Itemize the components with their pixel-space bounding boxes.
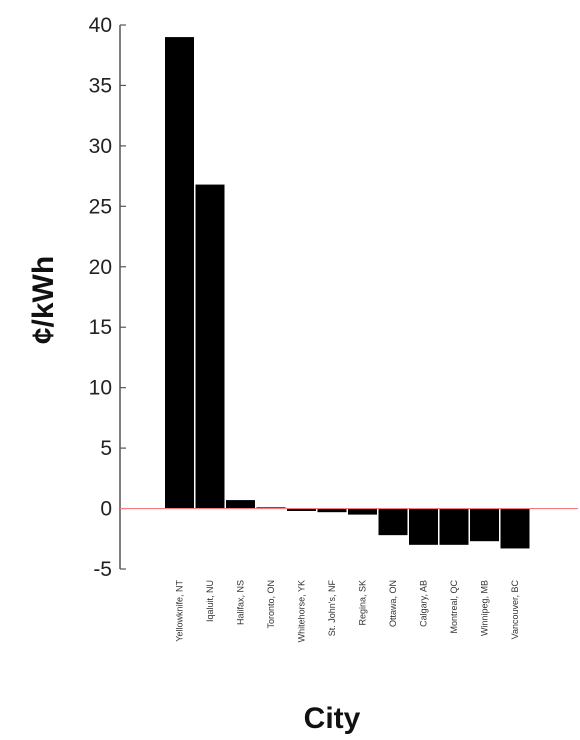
bar	[439, 508, 469, 545]
x-tick-label: Vancouver, BC	[510, 580, 520, 640]
y-tick-label: 40	[89, 14, 112, 37]
x-tick-label: Iqaluit, NU	[205, 580, 215, 622]
x-tick-label: Ottawa, ON	[388, 580, 398, 627]
x-tick-label: Whitehorse, YK	[297, 580, 307, 642]
y-tick-label: 15	[89, 316, 112, 339]
y-axis-title: ¢/kWh	[27, 256, 60, 344]
y-tick-label: 20	[89, 256, 112, 279]
x-tick-label: Yellowknife, NT	[175, 580, 185, 642]
bar	[378, 508, 408, 536]
bar	[409, 508, 438, 545]
bar	[165, 37, 194, 509]
y-tick-label: 35	[89, 74, 112, 97]
x-tick-label: St. John's, NF	[327, 580, 337, 637]
bar	[256, 507, 286, 509]
x-tick-label: Halifax, NS	[236, 580, 246, 625]
x-tick-label: Montreal, QC	[449, 580, 459, 634]
x-tick-label: Calgary, AB	[419, 580, 429, 627]
y-tick-label: -5	[93, 558, 112, 581]
x-tick-label: Winnipeg, MB	[480, 580, 490, 636]
x-axis-labels: Yellowknife, NT Iqaluit, NU Halifax, NS Tor…	[175, 580, 521, 643]
bar	[287, 508, 316, 511]
y-tick-label: 0	[100, 498, 112, 521]
x-tick-label: Toronto, ON	[266, 580, 276, 629]
bar	[500, 508, 530, 549]
bar	[226, 500, 255, 509]
y-tick-label: 25	[89, 195, 112, 218]
bars	[120, 37, 578, 549]
x-axis-title: City	[304, 702, 361, 735]
y-tick-label: 30	[89, 135, 112, 158]
y-tick-label: 10	[89, 377, 112, 400]
x-tick-label: Regina, SK	[358, 580, 368, 626]
bar	[195, 184, 225, 509]
y-tick-label: 5	[100, 437, 112, 460]
bar	[348, 508, 377, 515]
y-axis: -5 0 5 10 15 20 25 30 35 40	[89, 14, 126, 581]
bar	[470, 508, 499, 542]
bar	[317, 508, 347, 513]
